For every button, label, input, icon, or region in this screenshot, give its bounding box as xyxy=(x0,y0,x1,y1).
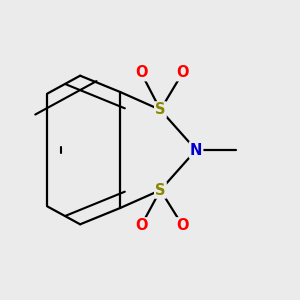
Text: O: O xyxy=(176,65,189,80)
Text: N: N xyxy=(190,142,202,158)
Text: O: O xyxy=(135,218,147,233)
Text: S: S xyxy=(155,102,166,117)
Text: S: S xyxy=(155,183,166,198)
Text: O: O xyxy=(135,65,147,80)
Text: O: O xyxy=(176,218,189,233)
